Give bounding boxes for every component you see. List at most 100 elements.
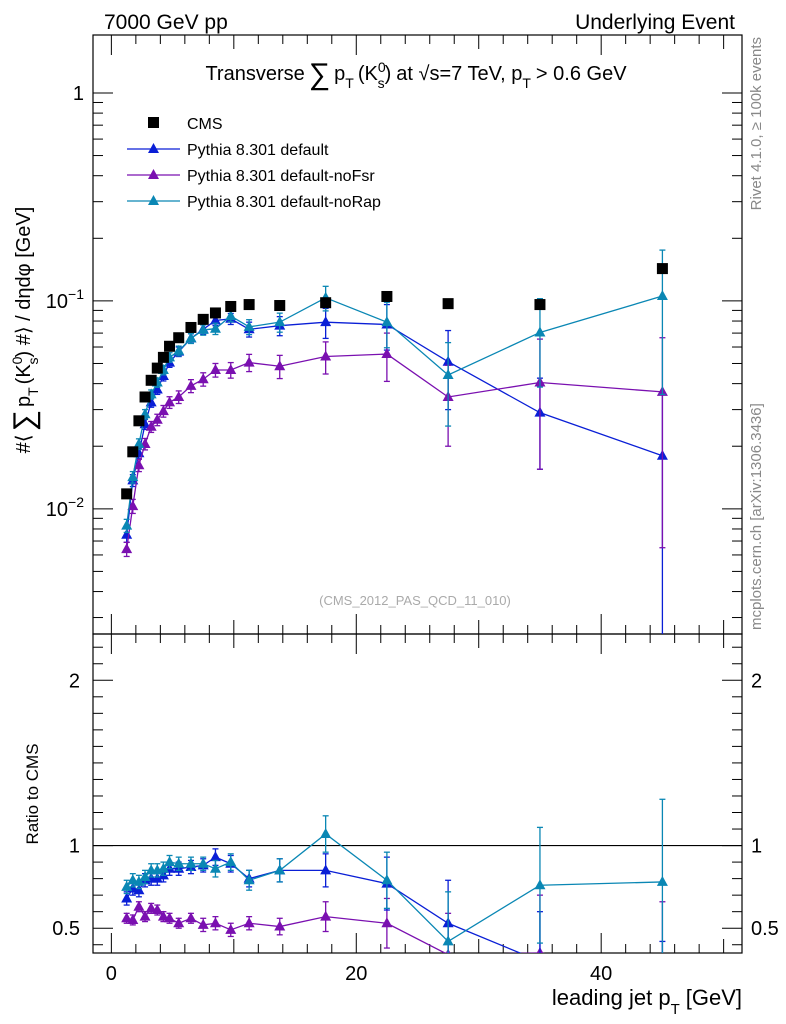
ratio-point-nofsr [320, 910, 332, 921]
title-sup-0: 0 [378, 59, 386, 75]
point-nofsr [173, 390, 185, 401]
point-nofsr [127, 500, 139, 511]
legend-label-nofsr: Pythia 8.301 default-noFsr [187, 168, 375, 185]
ratio-point-norap [197, 857, 209, 868]
chart-title: Transverse ∑ pT (K0 s) at √s=7 TeV, pT > 0.6 G… [205, 58, 627, 91]
ratio-point-norap [534, 879, 546, 890]
y-axis-label: #⟨ ∑ pT (K0s) #⟩ / dηdφ [GeV] [8, 207, 41, 454]
point-norap [173, 344, 185, 355]
ylabel-b: ) #⟩ / dηdφ [GeV] [13, 207, 35, 358]
ratio-point-default [151, 872, 163, 883]
ratio-point-norap [320, 827, 332, 838]
xlabel-unit: [GeV] [686, 985, 742, 1010]
point-default [151, 383, 163, 394]
header-left: 7000 GeV pp [104, 11, 228, 34]
ratio-point-nofsr [139, 910, 151, 921]
legend-marker-cms [148, 117, 159, 128]
ratio-point-norap [164, 856, 176, 867]
ylabel-p: p [13, 396, 35, 407]
point-norap [185, 332, 197, 343]
ratio-point-nofsr [185, 912, 197, 923]
ratio-point-norap [656, 875, 668, 886]
point-nofsr [274, 360, 286, 371]
legend-marker-norap [148, 195, 159, 205]
ratio-point-nofsr [157, 910, 169, 921]
title-rest: at √s=7 TeV, p [396, 63, 522, 85]
title-close: ) [385, 63, 392, 85]
ratio-point-default [121, 892, 133, 903]
legend-label-cms: CMS [187, 116, 223, 133]
ratio-line-nofsr [126, 905, 546, 953]
point-norap [121, 519, 133, 530]
point-default [209, 314, 221, 325]
point-cms [320, 297, 332, 309]
main-axis-ticks: 10−2 10−1 1 0 20 40 [46, 35, 742, 985]
title-rest-end: > 0.6 GeV [536, 63, 627, 85]
ratio-point-norap [139, 870, 151, 881]
ratio-point-nofsr [274, 920, 286, 931]
ratio-point-norap [127, 874, 139, 885]
point-cms [133, 415, 145, 427]
header-right: Underlying Event [575, 11, 735, 34]
ratio-y-axis-label: Ratio to CMS [23, 743, 42, 844]
ratio-point-nofsr [127, 913, 139, 924]
ylabel-sub-t: T [25, 387, 41, 396]
point-norap [127, 471, 139, 482]
point-cms [442, 298, 454, 310]
legend: CMS Pythia 8.301 default Pythia 8.301 de… [127, 116, 381, 211]
ratio-point-nofsr [197, 918, 209, 929]
point-default [320, 316, 332, 327]
y-tick-label: 1 [73, 83, 84, 105]
point-cms [164, 340, 176, 352]
point-nofsr [381, 348, 393, 359]
ratio-tick-label-right: 1 [751, 836, 762, 858]
ratio-point-nofsr [209, 917, 221, 928]
ratio-point-norap [243, 874, 255, 885]
y-tick-label: 10−1 [46, 286, 84, 313]
ratio-point-default [534, 955, 545, 965]
point-nofsr [225, 364, 237, 375]
point-nofsr [320, 350, 332, 361]
point-cms [173, 332, 185, 344]
point-cms [121, 488, 133, 500]
main-series [121, 249, 668, 634]
ratio-point-nofsr [381, 917, 393, 928]
rivet-version-label: Rivet 4.1.0, ≥ 100k events [748, 37, 765, 210]
ratio-plot-frame [92, 633, 743, 954]
series-line-default [126, 318, 663, 535]
ratio-point-norap [185, 857, 197, 868]
ylabel-sum: ∑ [8, 410, 41, 431]
ratio-tick-label-right: 2 [751, 670, 762, 692]
point-norap [225, 310, 237, 321]
title-sum: ∑ [309, 58, 330, 91]
title-p: p [334, 63, 345, 85]
title-sub-s: s [378, 75, 385, 91]
xlabel-sub: T [671, 1001, 680, 1018]
x-tick-label: 40 [590, 963, 612, 985]
point-nofsr [164, 396, 176, 407]
point-cms [381, 290, 393, 302]
x-tick-label: 20 [345, 963, 367, 985]
point-norap [534, 326, 546, 337]
point-norap [656, 290, 668, 301]
point-nofsr [133, 459, 145, 470]
point-nofsr [197, 373, 209, 384]
ratio-point-norap [157, 862, 169, 873]
point-cms [185, 321, 197, 333]
point-nofsr [185, 379, 197, 390]
ratio-point-nofsr [151, 904, 163, 915]
ratio-point-nofsr [164, 912, 176, 923]
ratio-point-norap [381, 874, 393, 885]
legend-label-norap: Pythia 8.301 default-noRap [187, 194, 381, 211]
point-nofsr [145, 420, 157, 431]
ylabel-open: (K [13, 364, 35, 385]
ratio-point-nofsr [133, 900, 145, 911]
ratio-point-nofsr [173, 917, 185, 928]
point-cms [225, 300, 237, 312]
y-tick-label: 10−2 [46, 494, 84, 521]
point-cms [151, 362, 163, 374]
point-cms [145, 374, 157, 386]
point-norap [133, 437, 145, 448]
point-norap [243, 320, 255, 331]
